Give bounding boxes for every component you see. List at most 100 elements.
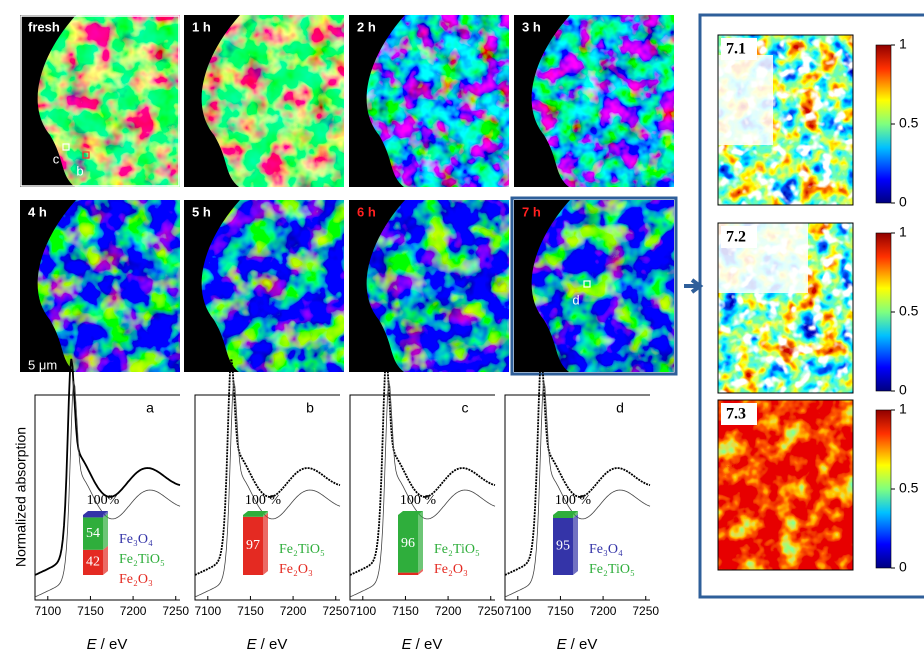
- bar-top: [398, 511, 423, 515]
- bar-segment: [83, 517, 103, 550]
- bar-total-label: 100%: [87, 493, 120, 508]
- map-label-box: [721, 226, 757, 248]
- legend-entry: Fe₂TiO₅: [589, 562, 635, 577]
- map-panel: 5 h: [184, 200, 344, 372]
- x-axis-symbol: E: [87, 636, 98, 653]
- x-axis-symbol: E: [247, 636, 258, 653]
- legend-entry: Fe₂TiO₅: [279, 542, 325, 557]
- x-axis-unit: / eV: [571, 636, 598, 653]
- x-tick-label: 7150: [392, 604, 419, 618]
- panel-frame: [504, 394, 650, 601]
- x-axis-symbol: E: [402, 636, 413, 653]
- bar-top: [553, 511, 578, 515]
- map-background: [514, 200, 570, 372]
- x-axis-label: E / eV: [247, 636, 288, 653]
- x-tick-label: 7100: [34, 604, 61, 618]
- bar-top: [243, 511, 268, 515]
- panel-frame: [349, 394, 495, 601]
- roi-label: c: [53, 151, 60, 166]
- map-background: [349, 15, 405, 187]
- bar-side: [263, 511, 268, 517]
- map-border: [717, 399, 854, 571]
- panel-frame: [34, 394, 180, 601]
- bar-side: [573, 511, 578, 518]
- bar-segment: [398, 515, 418, 573]
- panel-frame: [194, 394, 340, 601]
- colorbar: [875, 232, 892, 392]
- map-panel: fresh: [20, 15, 180, 187]
- colorbar-tick-label: 0.5: [899, 303, 919, 319]
- bar-side: [263, 512, 268, 575]
- x-tick-label: 7150: [547, 604, 574, 618]
- bar-segment: [243, 516, 263, 575]
- detail-map: [718, 400, 853, 570]
- arrow: [684, 278, 704, 294]
- panel-label: a: [146, 400, 154, 416]
- spectrum-measured: [34, 358, 181, 576]
- highlight-frame: [510, 196, 678, 376]
- x-axis-label: E / eV: [557, 636, 598, 653]
- bar-total-label: 100 %: [555, 493, 592, 508]
- bar-side: [573, 514, 578, 575]
- x-tick-label: 7100: [194, 604, 221, 618]
- legend-entry: Fe₂TiO₅: [434, 542, 480, 557]
- roi-label: d: [572, 292, 579, 307]
- x-tick-label: 7200: [280, 604, 307, 618]
- bar-value-label: 97: [246, 538, 260, 553]
- x-tick-label: 7100: [504, 604, 531, 618]
- map-border: [717, 222, 854, 394]
- detail-frame: [698, 13, 924, 599]
- colorbar-tick-label: 0: [899, 559, 907, 575]
- map-panel: 7 h: [514, 200, 674, 372]
- map-panel: 6 h: [349, 200, 509, 372]
- colorbar-tick-label: 0: [899, 382, 907, 398]
- bar-side: [418, 511, 423, 573]
- bar-side: [418, 568, 423, 575]
- map-label: 2 h: [357, 19, 376, 34]
- x-tick-label: 7200: [120, 604, 147, 618]
- x-tick-label: 7150: [237, 604, 264, 618]
- bar-top: [83, 511, 108, 515]
- bar-value-label: 54: [86, 526, 100, 541]
- bar-side: [103, 513, 108, 550]
- x-axis-unit: / eV: [416, 636, 443, 653]
- colorbar-tick-label: 1: [899, 401, 907, 417]
- panel-label: d: [616, 400, 624, 416]
- map-panel: 4 h: [20, 200, 180, 372]
- x-tick-label: 7150: [77, 604, 104, 618]
- map-background: [349, 200, 405, 372]
- legend-entry: Fe₃O₄: [119, 532, 153, 547]
- roi-marker: [62, 143, 70, 151]
- map-label: 6 h: [357, 204, 376, 219]
- map-label: 3 h: [522, 19, 541, 34]
- x-tick-label: 7250: [477, 604, 504, 618]
- legend-entry: Fe₂TiO₅: [119, 552, 165, 567]
- roi-marker: [82, 151, 90, 159]
- bar-total-label: 100 %: [400, 493, 437, 508]
- x-tick-label: 7200: [590, 604, 617, 618]
- bar-segment: [398, 572, 418, 575]
- bar-value-label: 95: [556, 539, 570, 554]
- bar-segment: [553, 515, 573, 518]
- colorbar-tick-label: 1: [899, 36, 907, 52]
- legend-entry: Fe₂O₃: [434, 562, 468, 577]
- x-tick-label: 7250: [632, 604, 659, 618]
- map-background: [184, 200, 240, 372]
- map-label: fresh: [28, 19, 60, 34]
- map-background: [514, 15, 570, 187]
- map-label: 4 h: [28, 204, 47, 219]
- map-background: [20, 15, 76, 187]
- x-axis-unit: / eV: [101, 636, 128, 653]
- bar-segment: [83, 515, 103, 518]
- bar-side: [103, 511, 108, 518]
- x-tick-label: 7250: [322, 604, 349, 618]
- x-tick-label: 7200: [435, 604, 462, 618]
- roi-marker: [583, 280, 591, 288]
- colorbar: [875, 44, 892, 204]
- panel-label: b: [306, 400, 314, 416]
- detail-label: 7.2: [726, 229, 746, 246]
- bar-segment: [83, 549, 103, 575]
- map-border: [717, 34, 854, 206]
